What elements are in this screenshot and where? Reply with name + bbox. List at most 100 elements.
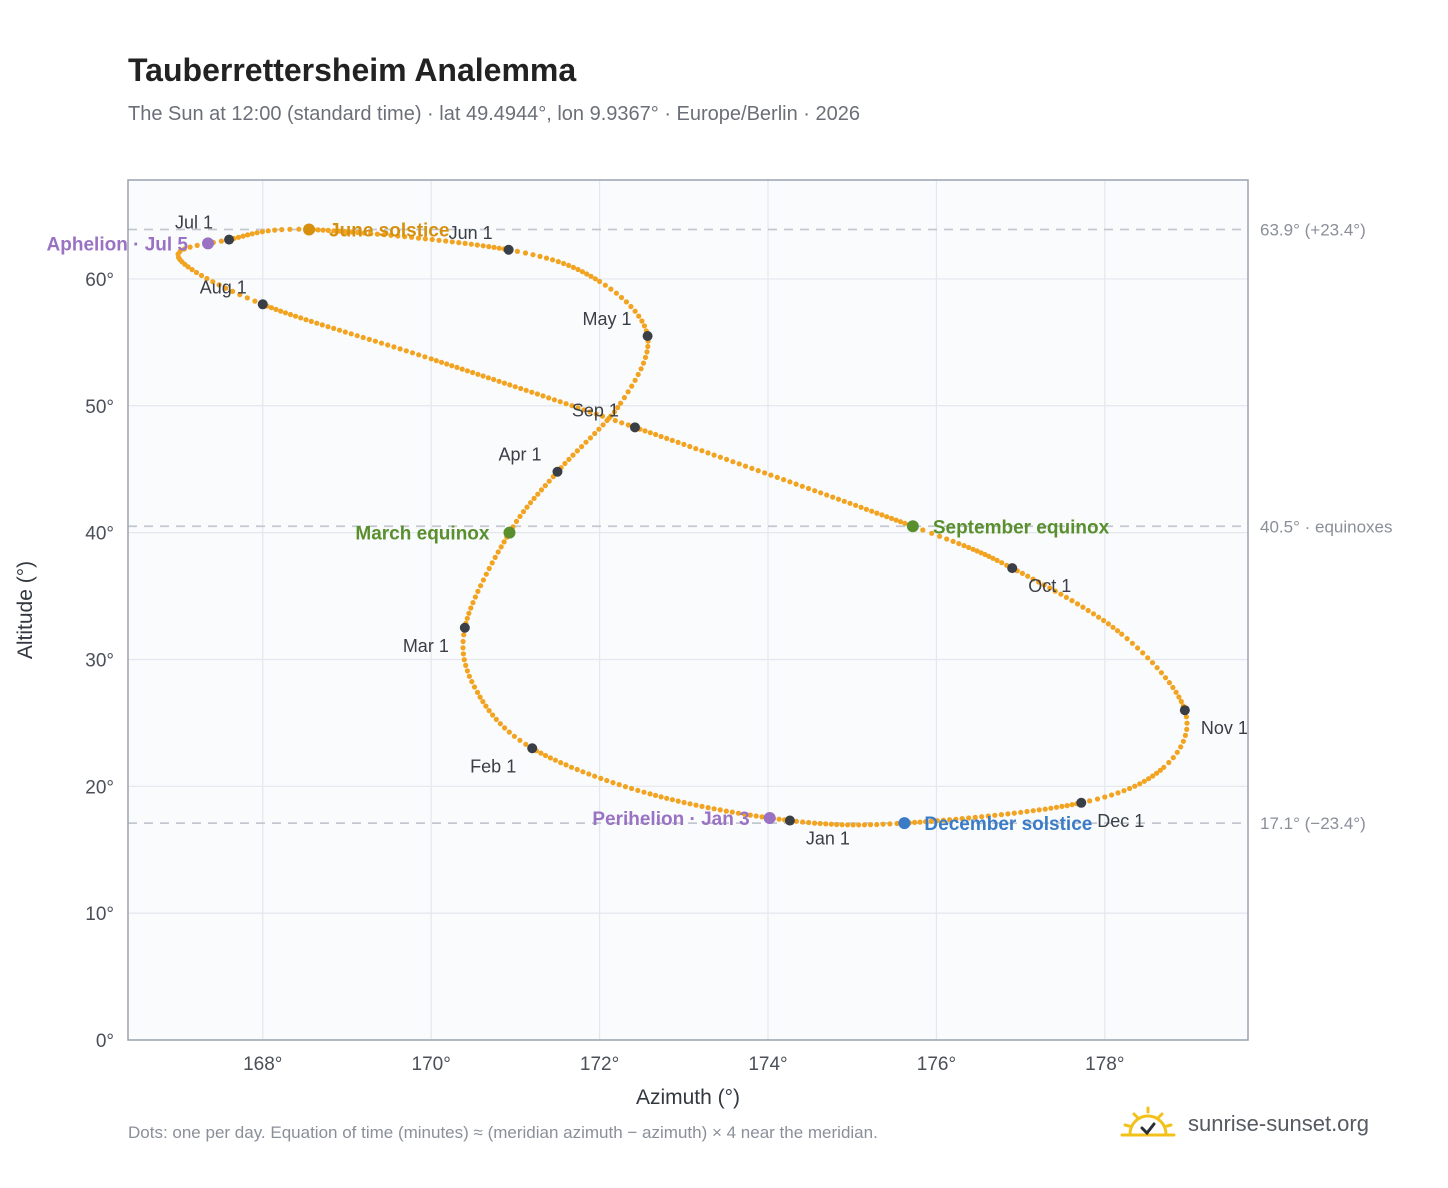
reference-line-label: 63.9° (+23.4°) bbox=[1260, 220, 1366, 239]
daily-dot bbox=[998, 812, 1005, 818]
month-label: Jul 1 bbox=[175, 213, 213, 233]
daily-dot bbox=[753, 813, 759, 819]
daily-dot bbox=[669, 437, 675, 443]
daily-dot bbox=[741, 811, 748, 817]
daily-dot bbox=[944, 536, 950, 542]
daily-dot bbox=[1102, 794, 1108, 800]
daily-dot bbox=[920, 527, 926, 533]
brand-logo[interactable]: sunrise-sunset.org bbox=[1120, 1100, 1369, 1148]
daily-dot bbox=[368, 231, 374, 237]
daily-dot bbox=[592, 773, 598, 779]
daily-dot bbox=[755, 468, 761, 474]
daily-dot bbox=[523, 387, 529, 393]
daily-dot bbox=[485, 375, 491, 381]
daily-dot bbox=[986, 553, 992, 560]
daily-dot bbox=[966, 815, 972, 821]
daily-dot bbox=[644, 349, 650, 355]
daily-dot bbox=[527, 500, 534, 506]
x-axis-label: Azimuth (°) bbox=[636, 1086, 740, 1109]
sun-check-icon bbox=[1120, 1106, 1176, 1137]
x-tick-label: 168° bbox=[243, 1054, 282, 1075]
daily-dot bbox=[1080, 604, 1086, 610]
daily-dot bbox=[216, 282, 222, 288]
daily-dot bbox=[613, 290, 620, 296]
chart-title: Tauberrettersheim Analemma bbox=[128, 52, 577, 88]
daily-dot bbox=[468, 241, 474, 247]
daily-dot bbox=[325, 324, 331, 330]
plot-area bbox=[128, 180, 1248, 1040]
event-marker bbox=[906, 520, 919, 533]
daily-dot bbox=[391, 344, 397, 350]
daily-dot bbox=[342, 329, 348, 335]
daily-dot bbox=[888, 515, 895, 522]
daily-dot bbox=[462, 240, 468, 246]
daily-dot bbox=[787, 479, 793, 485]
daily-dot bbox=[641, 789, 647, 795]
daily-dot bbox=[658, 433, 664, 440]
month-marker bbox=[1007, 563, 1018, 574]
daily-dot bbox=[566, 456, 572, 462]
daily-dot bbox=[861, 822, 868, 828]
daily-dot bbox=[834, 821, 840, 828]
daily-dot bbox=[992, 812, 998, 818]
daily-dot bbox=[537, 253, 543, 259]
daily-dot bbox=[974, 548, 980, 554]
reference-lines: 63.9° (+23.4°) 40.5° · equinoxes 17.1° (−2… bbox=[128, 220, 1393, 833]
daily-dot bbox=[1161, 764, 1167, 770]
daily-dot bbox=[1109, 792, 1115, 798]
daily-dot bbox=[478, 583, 484, 589]
daily-dot bbox=[966, 544, 972, 551]
daily-dot bbox=[705, 450, 711, 456]
daily-dot bbox=[517, 737, 523, 743]
daily-dot bbox=[540, 393, 546, 399]
daily-dot bbox=[812, 488, 818, 494]
daily-dot bbox=[474, 242, 480, 248]
daily-dot bbox=[1157, 767, 1163, 773]
daily-dot bbox=[1121, 788, 1127, 794]
daily-dot bbox=[970, 546, 976, 552]
daily-dot bbox=[1184, 726, 1190, 733]
daily-dot bbox=[497, 721, 503, 727]
daily-dot bbox=[513, 518, 520, 525]
daily-dot bbox=[265, 228, 271, 234]
daily-dot bbox=[185, 264, 191, 270]
month-label: Nov 1 bbox=[1201, 718, 1248, 738]
daily-dot bbox=[486, 244, 492, 250]
daily-dot bbox=[1184, 720, 1190, 726]
daily-dot bbox=[325, 227, 331, 233]
daily-dot bbox=[443, 238, 449, 244]
daily-dot bbox=[361, 230, 367, 236]
daily-dot bbox=[563, 762, 569, 768]
daily-dot bbox=[561, 260, 567, 267]
daily-dot bbox=[480, 243, 486, 249]
daily-dot bbox=[867, 822, 874, 828]
reference-line-label: 40.5° · equinoxes bbox=[1260, 517, 1393, 536]
daily-dot bbox=[824, 492, 830, 498]
daily-dot bbox=[687, 801, 693, 807]
daily-dot bbox=[1052, 588, 1058, 594]
daily-dot bbox=[817, 820, 823, 827]
daily-dot bbox=[237, 292, 243, 298]
daily-dot bbox=[1129, 640, 1135, 646]
daily-dot bbox=[893, 517, 899, 523]
daily-dot bbox=[259, 229, 265, 235]
daily-dot bbox=[687, 443, 693, 450]
month-label: Mar 1 bbox=[403, 636, 449, 656]
daily-dot bbox=[444, 361, 450, 367]
daily-dot bbox=[645, 343, 651, 350]
daily-dot bbox=[542, 483, 548, 489]
daily-dot bbox=[506, 729, 512, 735]
daily-dot bbox=[618, 294, 625, 301]
event-marker bbox=[763, 812, 776, 825]
daily-dot bbox=[845, 822, 851, 828]
daily-dot bbox=[355, 229, 361, 236]
daily-dot bbox=[570, 264, 577, 270]
daily-dot bbox=[320, 227, 326, 233]
daily-dot bbox=[501, 380, 507, 386]
y-tick-label: 10° bbox=[85, 904, 114, 925]
daily-dot bbox=[575, 405, 581, 411]
daily-dot bbox=[566, 262, 572, 268]
daily-dot bbox=[1137, 781, 1143, 787]
daily-dot bbox=[489, 560, 495, 566]
daily-dot bbox=[1105, 621, 1111, 627]
